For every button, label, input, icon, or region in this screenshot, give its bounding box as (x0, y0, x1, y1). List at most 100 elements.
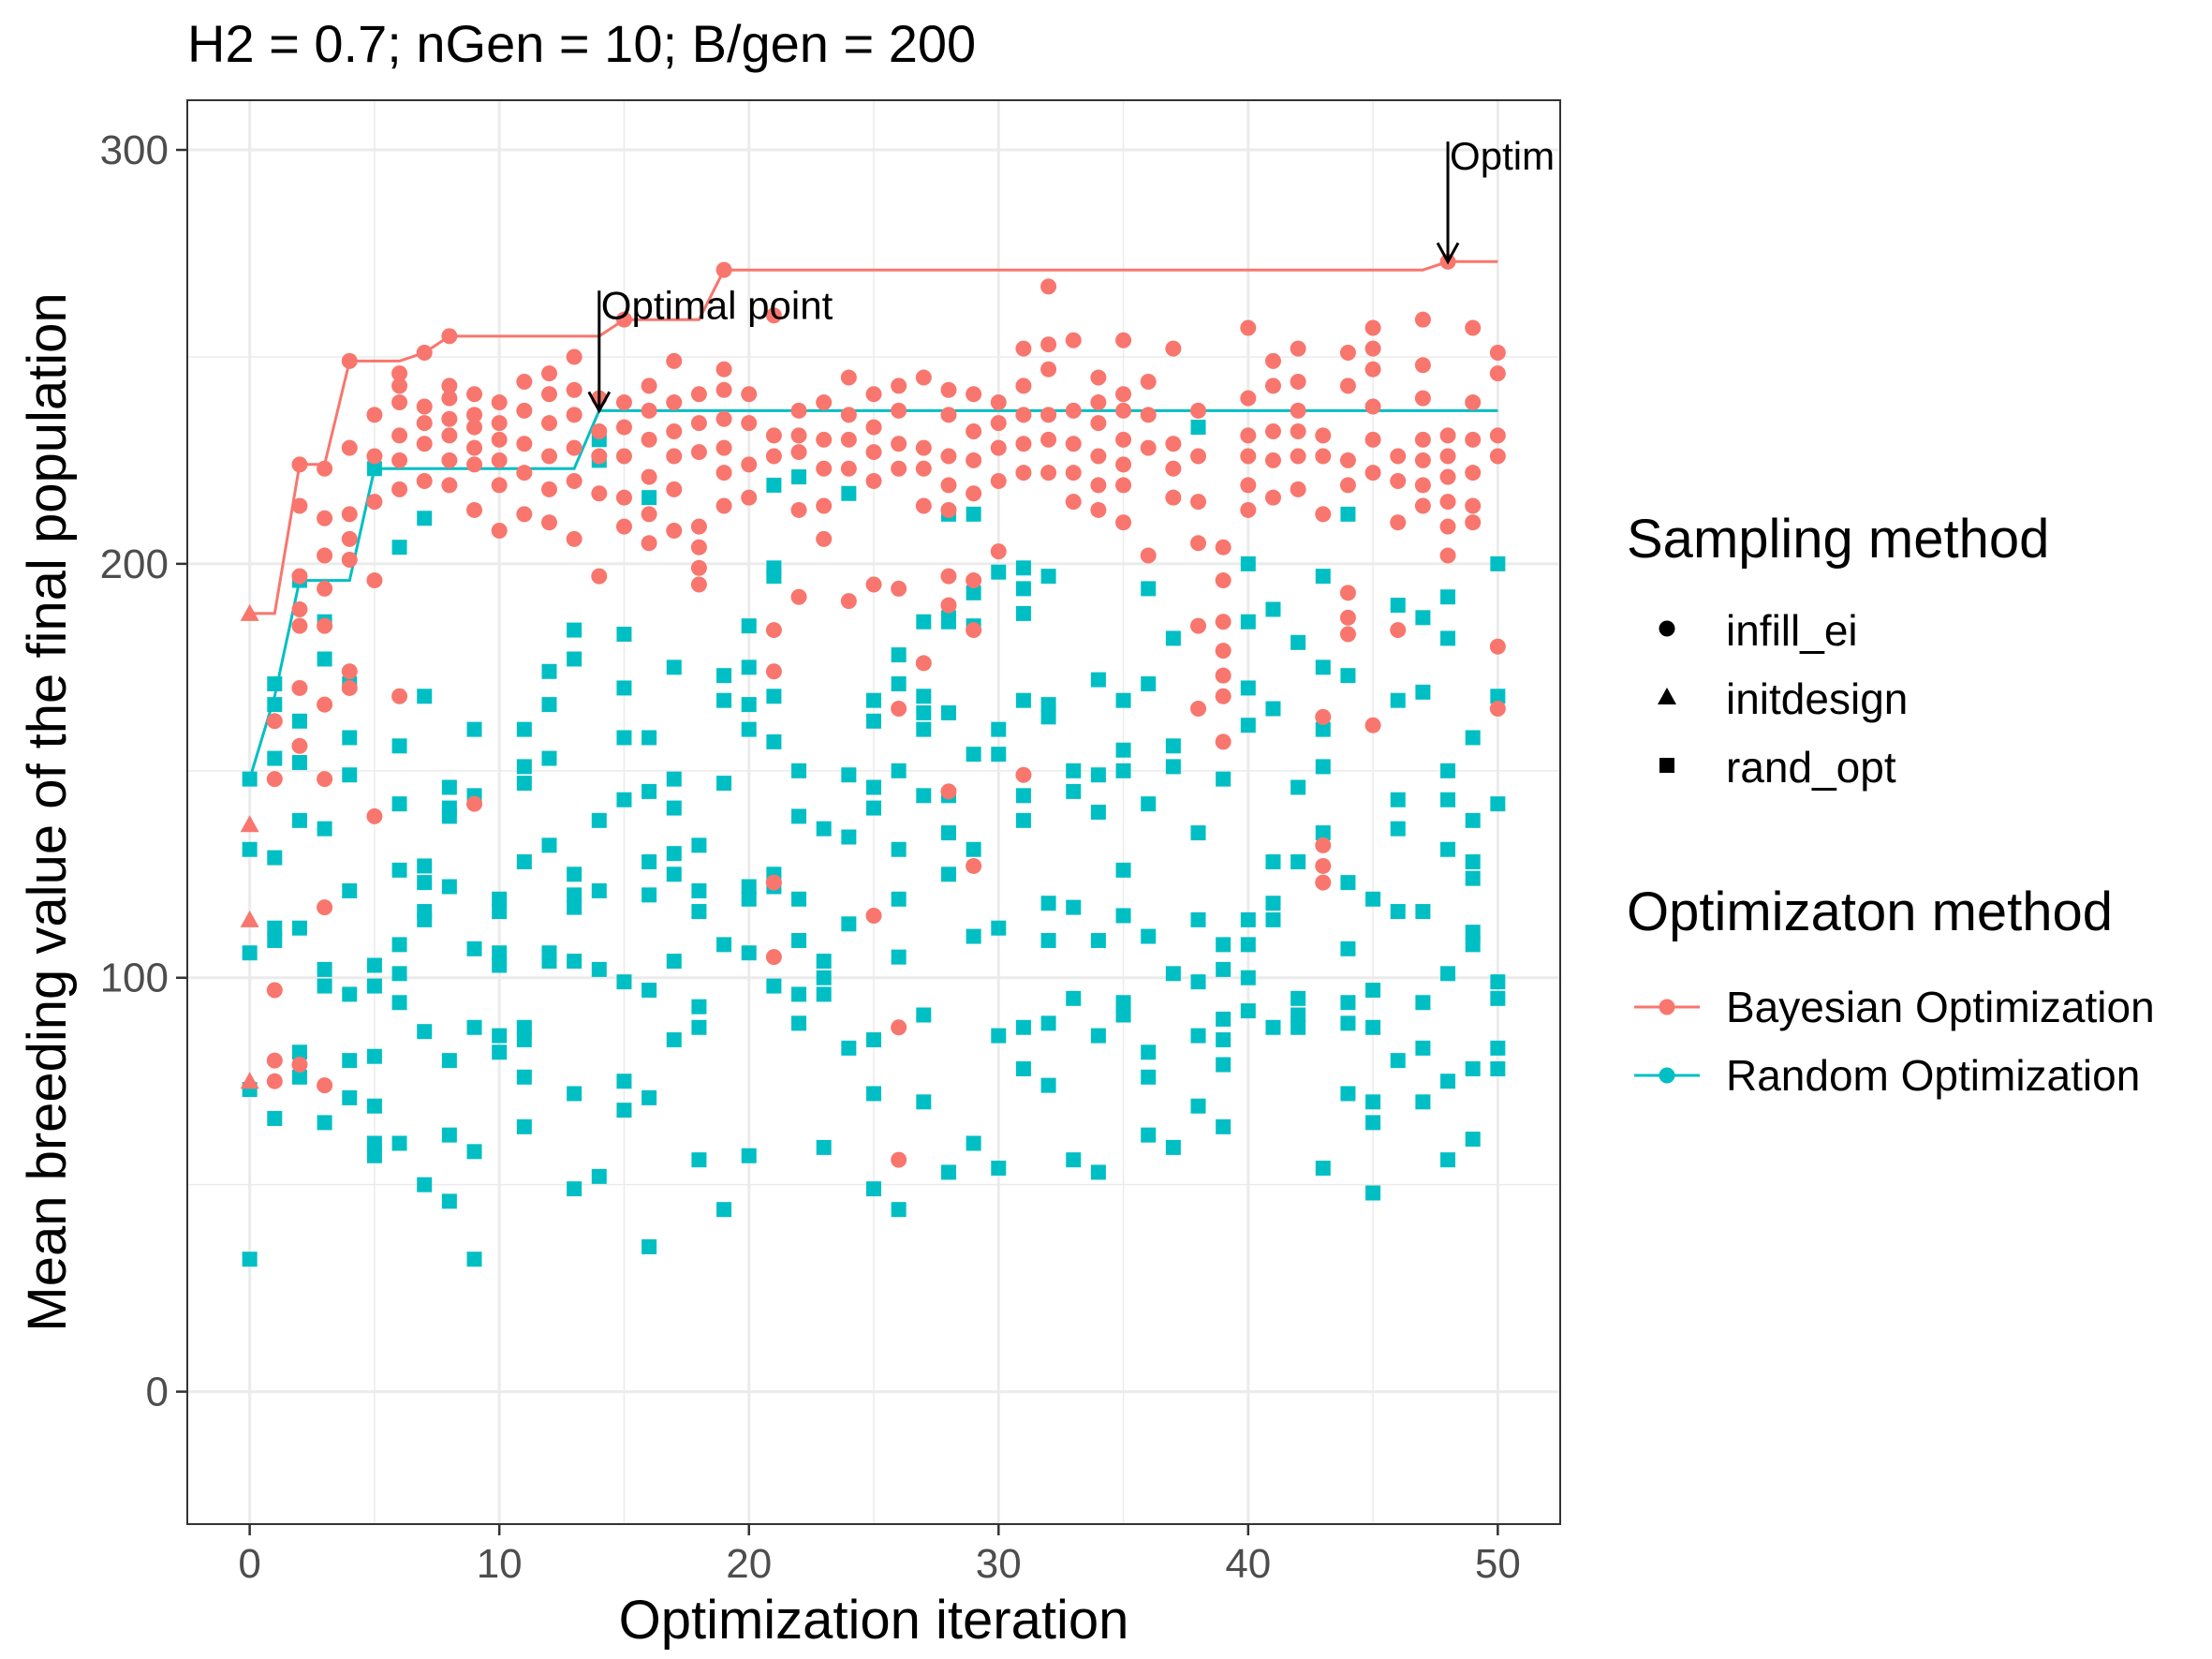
random-point (267, 676, 283, 692)
bayesian-infill-point (1115, 431, 1132, 448)
bayesian-infill-point (566, 407, 582, 423)
bayesian-infill-point (891, 1151, 907, 1168)
random-point (766, 569, 782, 585)
random-point (666, 771, 682, 787)
bayesian-infill-point (266, 1073, 283, 1089)
bayesian-infill-point (990, 394, 1007, 411)
bayesian-infill-point (441, 410, 458, 427)
bayesian-infill-point (990, 543, 1007, 560)
bayesian-infill-point (641, 378, 657, 394)
bayesian-infill-point (666, 394, 683, 411)
bayesian-infill-point (317, 460, 333, 477)
random-point (342, 986, 358, 1002)
bayesian-infill-point (1290, 448, 1306, 465)
bayesian-infill-point (891, 436, 907, 452)
bayesian-infill-point (540, 448, 557, 465)
bayesian-infill-point (1065, 465, 1082, 481)
random-point (791, 469, 807, 485)
bayesian-infill-point (641, 431, 657, 448)
random-point (1365, 891, 1381, 907)
bayesian-infill-point (466, 439, 483, 456)
random-point (866, 1032, 881, 1048)
random-point (666, 846, 682, 862)
bayesian-infill-point (416, 345, 433, 362)
random-point (916, 1007, 932, 1023)
random-point (541, 837, 557, 853)
bayesian-infill-point (341, 679, 358, 696)
bayesian-infill-point (690, 539, 707, 555)
bayesian-infill-point (1315, 708, 1332, 725)
random-point (1290, 1019, 1306, 1035)
bayesian-infill-point (1140, 373, 1157, 390)
random-point (441, 879, 457, 895)
random-point (791, 891, 807, 907)
bayesian-infill-point (317, 510, 333, 526)
random-point (816, 821, 832, 837)
random-point (991, 1161, 1007, 1176)
random-point (1040, 709, 1056, 725)
random-point (1141, 676, 1157, 692)
bayesian-infill-point (341, 663, 358, 680)
random-point (741, 879, 757, 895)
random-point (1240, 718, 1256, 733)
random-point (1141, 796, 1157, 812)
random-point (1141, 1127, 1157, 1143)
random-point (317, 1115, 332, 1131)
bayesian-infill-point (816, 431, 833, 448)
random-point (291, 920, 307, 936)
bayesian-infill-point (1140, 547, 1157, 564)
bayesian-infill-point (891, 402, 907, 419)
bayesian-infill-point (1215, 572, 1231, 589)
random-point (641, 983, 657, 998)
random-point (1190, 420, 1206, 436)
random-point (1340, 668, 1356, 684)
bayesian-infill-point (865, 419, 882, 436)
random-point (567, 1181, 582, 1197)
random-point (616, 792, 632, 807)
annotations: Optimal point Optim (587, 134, 1555, 414)
random-point (841, 829, 857, 845)
bayesian-initdesign-point (240, 603, 259, 621)
random-point (1440, 763, 1456, 778)
random-point (1115, 908, 1131, 924)
bayesian-best-line (249, 259, 1498, 615)
random-point (1190, 911, 1206, 927)
bayesian-infill-point (615, 419, 632, 436)
bayesian-infill-point (1065, 494, 1082, 511)
bayesian-infill-point (441, 378, 458, 394)
random-point (1015, 788, 1031, 804)
random-point (1340, 875, 1356, 891)
bayesian-infill-point (1364, 340, 1381, 357)
bayesian-infill-point (366, 494, 383, 511)
bayesian-infill-point (291, 737, 308, 754)
bayesian-infill-point (1390, 622, 1407, 639)
random-point (766, 689, 782, 704)
random-point (891, 1202, 907, 1218)
bayesian-infill-point (1489, 448, 1506, 465)
random-point (1390, 1053, 1406, 1069)
bayesian-infill-point (1215, 688, 1231, 704)
bayesian-infill-point (491, 431, 508, 448)
bayesian-infill-point (615, 311, 632, 328)
bayesian-infill-point (1190, 617, 1207, 634)
random-point (891, 647, 907, 663)
bayesian-infill-point (1015, 378, 1032, 394)
bayesian-infill-point (1190, 494, 1207, 511)
bayesian-infill-point (1290, 340, 1306, 357)
random-point (691, 904, 707, 920)
bayesian-infill-point (566, 473, 582, 490)
random-point (366, 978, 382, 994)
bayesian-infill-point (1414, 452, 1431, 468)
random-point (1216, 1032, 1231, 1048)
bayesian-infill-point (1439, 547, 1456, 564)
bayesian-infill-point (591, 422, 608, 439)
bayesian-infill-point (366, 448, 383, 465)
x-tick-label: 30 (976, 1541, 1022, 1587)
random-point (516, 1019, 532, 1035)
bayesian-infill-point (1290, 422, 1306, 439)
bayesian-infill-point (441, 452, 458, 468)
bayesian-infill-point (641, 535, 657, 552)
bayesian-infill-point (1240, 427, 1257, 444)
bayesian-infill-point (741, 456, 758, 473)
bayesian-infill-point (865, 444, 882, 461)
